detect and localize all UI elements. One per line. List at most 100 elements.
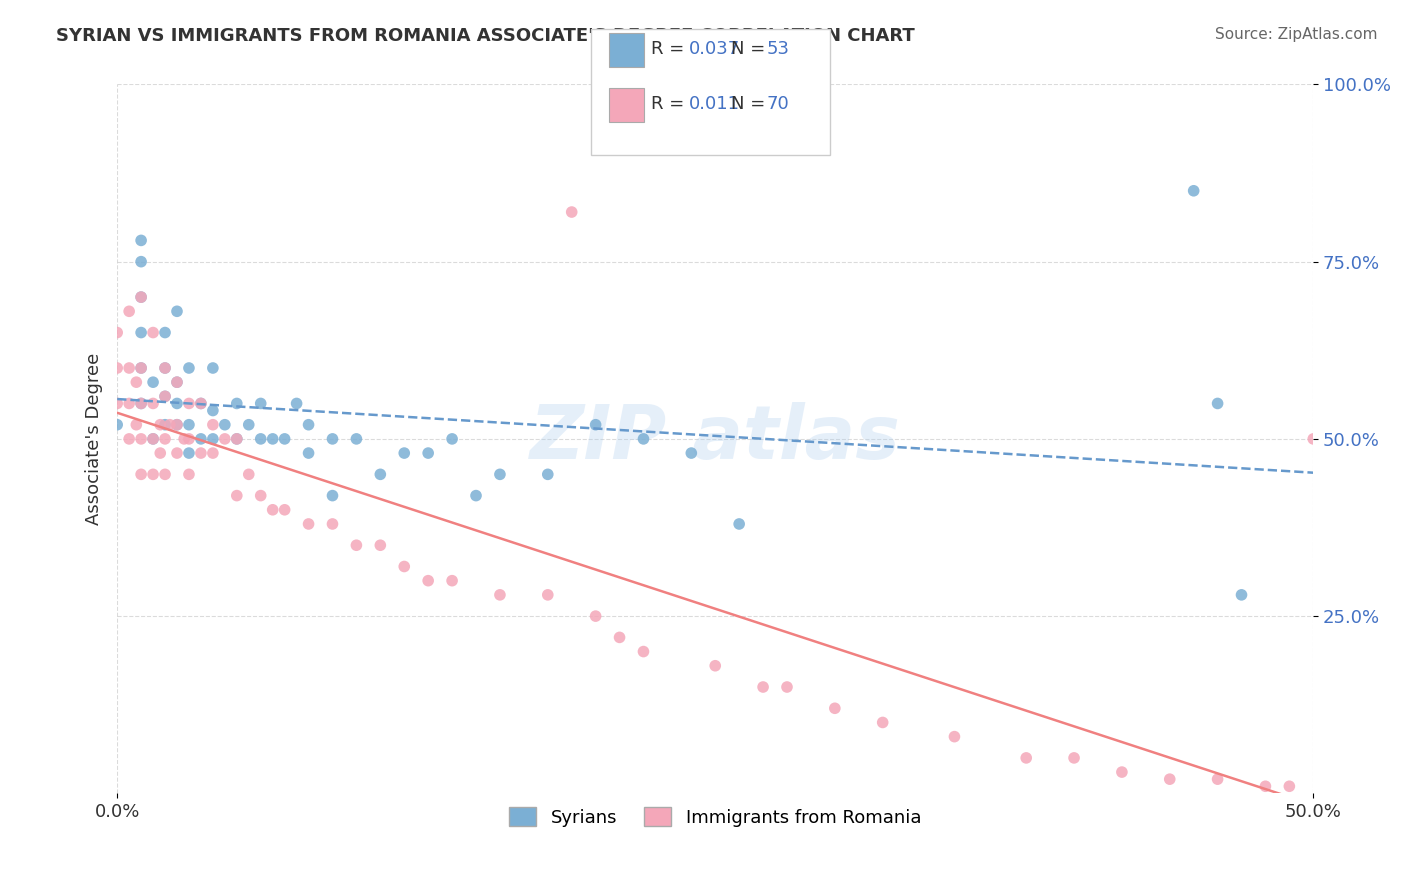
Point [129, 290, 152, 304]
Point [872, 715, 894, 730]
Point [159, 417, 181, 432]
Point [142, 326, 165, 340]
Point [142, 432, 165, 446]
Point [1302, 432, 1324, 446]
Point [105, 417, 128, 432]
Point [465, 489, 488, 503]
Point [118, 396, 141, 410]
Point [1206, 772, 1229, 787]
Point [177, 417, 200, 432]
Point [153, 361, 176, 376]
Point [585, 417, 607, 432]
Point [190, 396, 212, 410]
Point [344, 538, 367, 552]
Point [129, 396, 152, 410]
Text: R =: R = [651, 40, 690, 58]
Point [728, 516, 751, 531]
Point [153, 389, 176, 403]
Point [125, 417, 148, 432]
Point [177, 432, 200, 446]
Point [201, 446, 224, 460]
Point [225, 396, 247, 410]
Text: N =: N = [731, 40, 770, 58]
Point [238, 467, 260, 482]
Point [561, 205, 583, 219]
Point [943, 730, 966, 744]
Text: Source: ZipAtlas.com: Source: ZipAtlas.com [1215, 27, 1378, 42]
Point [142, 432, 165, 446]
Point [249, 432, 271, 446]
Point [201, 432, 224, 446]
Point [418, 574, 440, 588]
Point [297, 516, 319, 531]
Point [201, 417, 224, 432]
Point [297, 446, 319, 460]
Point [321, 516, 343, 531]
Point [166, 375, 188, 389]
Point [125, 375, 148, 389]
Point [177, 467, 200, 482]
Point [1230, 588, 1253, 602]
Point [1206, 396, 1229, 410]
Point [166, 375, 188, 389]
Point [142, 375, 165, 389]
Point [441, 574, 464, 588]
Point [142, 467, 165, 482]
Text: 0.037: 0.037 [689, 40, 740, 58]
Point [441, 432, 464, 446]
Point [370, 538, 392, 552]
Text: SYRIAN VS IMMIGRANTS FROM ROMANIA ASSOCIATE'S DEGREE CORRELATION CHART: SYRIAN VS IMMIGRANTS FROM ROMANIA ASSOCI… [56, 27, 915, 45]
Point [153, 361, 176, 376]
Point [249, 489, 271, 503]
Point [129, 290, 152, 304]
Point [321, 432, 343, 446]
Point [537, 467, 560, 482]
Point [262, 503, 284, 517]
Point [681, 446, 703, 460]
Point [201, 403, 224, 417]
Point [105, 396, 128, 410]
Point [129, 254, 152, 268]
Point [297, 417, 319, 432]
Point [129, 396, 152, 410]
Point [153, 417, 176, 432]
Text: 53: 53 [766, 40, 789, 58]
Point [225, 432, 247, 446]
Point [238, 417, 260, 432]
Point [177, 361, 200, 376]
Point [177, 446, 200, 460]
Point [142, 396, 165, 410]
Point [370, 467, 392, 482]
Point [1254, 779, 1277, 793]
Point [285, 396, 308, 410]
Point [1015, 751, 1038, 765]
Point [585, 609, 607, 624]
Point [1111, 765, 1133, 780]
Legend: Syrians, Immigrants from Romania: Syrians, Immigrants from Romania [502, 800, 928, 834]
Text: 70: 70 [766, 95, 789, 113]
Point [190, 396, 212, 410]
Y-axis label: Associate's Degree: Associate's Degree [86, 352, 103, 525]
Point [118, 361, 141, 376]
Point [129, 234, 152, 248]
Point [149, 446, 172, 460]
Text: ZIP atlas: ZIP atlas [530, 402, 901, 475]
Point [166, 396, 188, 410]
Point [633, 432, 655, 446]
Point [1182, 184, 1205, 198]
Point [1159, 772, 1181, 787]
Point [105, 326, 128, 340]
Point [321, 489, 343, 503]
Point [214, 432, 236, 446]
Text: N =: N = [731, 95, 770, 113]
Point [129, 326, 152, 340]
Point [129, 361, 152, 376]
Point [173, 432, 195, 446]
Point [273, 432, 295, 446]
Point [704, 658, 727, 673]
Point [609, 631, 631, 645]
Point [776, 680, 799, 694]
Point [489, 467, 512, 482]
Point [418, 446, 440, 460]
Point [166, 304, 188, 318]
